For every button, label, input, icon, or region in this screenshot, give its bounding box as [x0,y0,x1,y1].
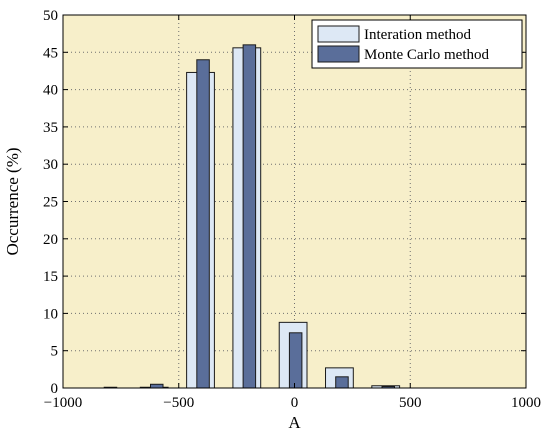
x-tick-label: −1000 [44,395,82,411]
legend: Interation method Monte Carlo method [311,19,523,69]
y-tick-label: 20 [43,232,58,248]
x-tick-label: 1000 [511,395,541,411]
x-tick-label: −500 [163,395,194,411]
y-tick-label: 5 [51,344,59,360]
bar-monte-carlo-5 [335,376,349,389]
y-tick-labels: 0 5 10 15 20 25 30 35 40 45 50 [43,8,58,397]
legend-swatch-interation [317,25,360,43]
legend-label-interation: Interation method [364,27,472,43]
x-tick-labels: −1000 −500 0 500 1000 [44,395,541,411]
bar-monte-carlo-2 [196,59,210,389]
y-tick-label: 40 [43,83,58,99]
axis-ticks [62,14,527,389]
legend-label-monte-carlo: Monte Carlo method [364,47,489,63]
bar-monte-carlo-3 [242,44,257,389]
y-tick-label: 25 [43,195,58,211]
y-axis-label: Occurrence (%) [3,147,22,255]
x-axis-label: A [288,413,301,432]
x-tick-label: 0 [291,395,299,411]
bars [103,44,401,389]
y-tick-label: 15 [43,269,58,285]
y-tick-label: 35 [43,120,58,136]
legend-swatch-monte-carlo [317,45,360,63]
y-tick-label: 45 [43,45,58,61]
y-tick-label: 30 [43,157,58,173]
bar-monte-carlo-4 [288,332,303,389]
x-tick-label: 500 [399,395,422,411]
y-tick-label: 0 [51,381,59,397]
y-tick-label: 10 [43,306,58,322]
y-tick-label: 50 [43,8,58,24]
bar-monte-carlo-1 [150,383,164,389]
